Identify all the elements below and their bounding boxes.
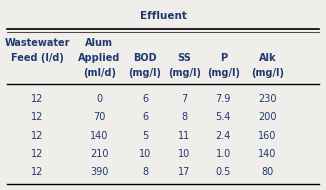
- Text: P: P: [220, 53, 227, 63]
- Text: 8: 8: [181, 112, 187, 122]
- Text: 12: 12: [31, 149, 44, 159]
- Text: 5: 5: [142, 131, 148, 141]
- Text: Alum: Alum: [85, 38, 113, 48]
- Text: 5.4: 5.4: [215, 112, 231, 122]
- Text: 17: 17: [178, 167, 190, 177]
- Text: 140: 140: [258, 149, 276, 159]
- Text: Feed (l/d): Feed (l/d): [11, 53, 64, 63]
- Text: (mg/l): (mg/l): [168, 68, 201, 78]
- Text: 6: 6: [142, 112, 148, 122]
- Text: 7.9: 7.9: [215, 94, 231, 104]
- Text: 140: 140: [90, 131, 109, 141]
- Text: 12: 12: [31, 167, 44, 177]
- Text: 12: 12: [31, 94, 44, 104]
- Text: Effluent: Effluent: [140, 11, 186, 21]
- Text: 210: 210: [90, 149, 109, 159]
- Text: Applied: Applied: [78, 53, 121, 63]
- Text: 80: 80: [261, 167, 274, 177]
- Text: 0: 0: [96, 94, 102, 104]
- Text: 2.4: 2.4: [215, 131, 231, 141]
- Text: 7: 7: [181, 94, 187, 104]
- Text: 8: 8: [142, 167, 148, 177]
- Text: BOD: BOD: [133, 53, 157, 63]
- Text: 0.5: 0.5: [215, 167, 231, 177]
- Text: 12: 12: [31, 112, 44, 122]
- Text: 12: 12: [31, 131, 44, 141]
- Text: (mg/l): (mg/l): [207, 68, 240, 78]
- Text: (ml/d): (ml/d): [83, 68, 116, 78]
- Text: 70: 70: [93, 112, 106, 122]
- Text: 1.0: 1.0: [216, 149, 231, 159]
- Text: 160: 160: [258, 131, 276, 141]
- Text: 230: 230: [258, 94, 276, 104]
- Text: 200: 200: [258, 112, 276, 122]
- Text: (mg/l): (mg/l): [128, 68, 162, 78]
- Text: 11: 11: [178, 131, 190, 141]
- Text: (mg/l): (mg/l): [251, 68, 284, 78]
- Text: Alk: Alk: [259, 53, 276, 63]
- Text: SS: SS: [177, 53, 191, 63]
- Text: Wastewater: Wastewater: [5, 38, 70, 48]
- Text: 10: 10: [139, 149, 151, 159]
- Text: 10: 10: [178, 149, 190, 159]
- Text: 390: 390: [90, 167, 109, 177]
- Text: 6: 6: [142, 94, 148, 104]
